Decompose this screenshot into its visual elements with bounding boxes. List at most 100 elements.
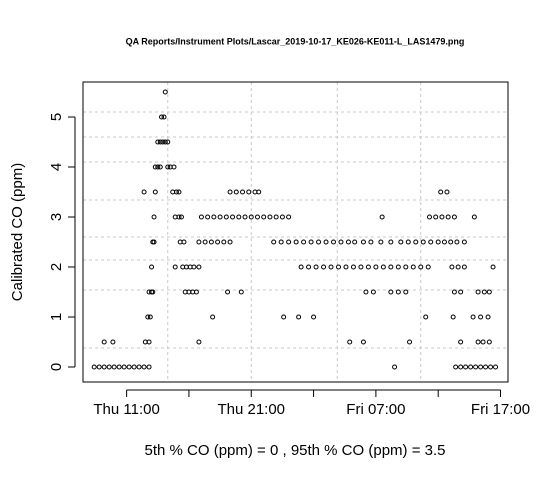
point: [471, 214, 477, 220]
point: [155, 139, 161, 145]
point: [281, 314, 287, 320]
y-tick-label: 2: [48, 263, 65, 271]
point: [165, 164, 171, 170]
point: [172, 264, 178, 270]
point: [405, 239, 411, 245]
point: [152, 164, 158, 170]
point: [91, 364, 97, 370]
point: [433, 214, 439, 220]
point: [205, 214, 211, 220]
point: [301, 239, 307, 245]
point: [286, 239, 292, 245]
point: [155, 164, 161, 170]
point: [398, 239, 404, 245]
point: [490, 264, 496, 270]
point: [316, 239, 322, 245]
point: [420, 239, 426, 245]
point: [256, 189, 262, 195]
point: [458, 289, 464, 295]
point: [152, 189, 158, 195]
y-tick-label: 5: [48, 113, 65, 121]
point: [468, 364, 474, 370]
point: [267, 214, 273, 220]
point: [293, 239, 299, 245]
point: [278, 239, 284, 245]
point: [448, 239, 454, 245]
point: [475, 289, 481, 295]
point: [395, 264, 401, 270]
point: [196, 264, 202, 270]
point: [141, 189, 147, 195]
point: [236, 214, 242, 220]
point: [426, 214, 432, 220]
point: [370, 289, 376, 295]
point: [238, 289, 244, 295]
point: [428, 239, 434, 245]
point: [425, 264, 431, 270]
point: [306, 264, 312, 270]
point: [360, 339, 366, 345]
point: [388, 264, 394, 270]
point: [435, 239, 441, 245]
point: [308, 239, 314, 245]
point: [279, 214, 285, 220]
point: [286, 214, 292, 220]
point: [379, 214, 385, 220]
point: [178, 214, 184, 220]
point: [221, 239, 227, 245]
point: [461, 239, 467, 245]
point: [311, 314, 317, 320]
x-tick-label: Thu 11:00: [93, 401, 159, 418]
point: [176, 189, 182, 195]
point: [373, 264, 379, 270]
x-tick-label: Thu 21:00: [217, 401, 285, 418]
point: [347, 339, 353, 345]
point: [478, 364, 484, 370]
point: [296, 314, 302, 320]
point: [493, 364, 499, 370]
point: [159, 114, 165, 120]
point: [227, 239, 233, 245]
point: [254, 214, 260, 220]
y-axis-label: Calibrated CO (ppm): [9, 163, 26, 301]
point: [298, 264, 304, 270]
point: [151, 239, 157, 245]
point: [343, 264, 349, 270]
point: [211, 214, 217, 220]
point: [261, 214, 267, 220]
point: [352, 239, 358, 245]
point: [136, 364, 142, 370]
x-tick-label: Fri 07:00: [346, 401, 405, 418]
point: [458, 339, 464, 345]
point: [173, 189, 179, 195]
point: [445, 214, 451, 220]
point: [488, 364, 494, 370]
point: [407, 339, 413, 345]
point: [146, 364, 152, 370]
chart-title: QA Reports/Instrument Plots/Lascar_2019-…: [126, 36, 465, 46]
point: [358, 264, 364, 270]
y-tick-label: 3: [48, 213, 65, 221]
x-axis-label: 5th % CO (ppm) = 0 , 95th % CO (ppm) = 3…: [145, 442, 446, 459]
point: [451, 214, 457, 220]
point: [395, 289, 401, 295]
point: [208, 239, 214, 245]
point: [345, 239, 351, 245]
point: [273, 214, 279, 220]
point: [141, 364, 147, 370]
point: [217, 214, 223, 220]
point: [328, 264, 334, 270]
point: [380, 264, 386, 270]
point: [162, 89, 168, 95]
point: [181, 239, 187, 245]
point: [271, 239, 277, 245]
point: [485, 314, 491, 320]
point: [116, 364, 122, 370]
point: [157, 164, 163, 170]
point: [461, 264, 467, 270]
point: [350, 264, 356, 270]
point: [150, 289, 156, 295]
point: [403, 289, 409, 295]
point: [486, 289, 492, 295]
